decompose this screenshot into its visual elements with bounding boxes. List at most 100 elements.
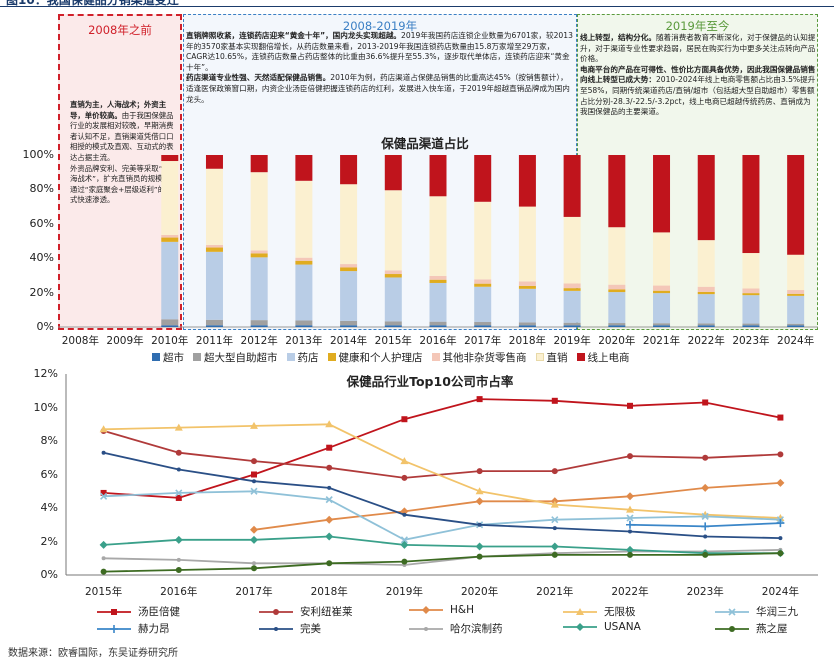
bar-y-tick-label: 20% [29, 285, 54, 299]
bar-segment [340, 271, 358, 321]
bar-segment [340, 155, 358, 185]
data-point [100, 492, 108, 500]
data-point [402, 512, 407, 517]
data-point [111, 609, 117, 615]
bar-segment [161, 234, 179, 238]
bar-segment [161, 161, 179, 235]
series-line [253, 482, 781, 531]
line-x-tick-label: 2024年 [761, 586, 799, 598]
data-point [777, 550, 784, 557]
header-rule [0, 6, 834, 7]
legend-label: 药店 [297, 352, 319, 364]
data-point [476, 468, 483, 475]
bar-segment [250, 325, 268, 327]
bar-segment [295, 325, 313, 327]
legend-label: 赫力昂 [138, 623, 170, 635]
bar-segment [250, 320, 268, 326]
legend-swatch [327, 353, 336, 361]
data-point [250, 421, 258, 429]
line-x-tick-label: 2015年 [84, 586, 123, 598]
bar-segment [787, 254, 805, 291]
bar-segment [384, 190, 402, 271]
data-point [576, 623, 584, 631]
legend-label: 超市 [163, 352, 184, 364]
bar-segment [474, 201, 492, 280]
data-point [326, 444, 333, 451]
data-point [401, 558, 408, 565]
bar-x-tick-label: 2011年 [195, 335, 234, 347]
source-note: 数据来源：欧睿国际，东吴证券研究所 [8, 648, 178, 659]
legend-item: 哈尔滨制药 [408, 621, 503, 636]
data-point [551, 397, 558, 404]
bar-segment [653, 325, 671, 327]
bar-segment [563, 283, 581, 289]
legend-label: 汤臣倍健 [138, 606, 180, 618]
bar-segment [250, 172, 268, 251]
bar-segment [518, 285, 536, 289]
bar-segment [250, 155, 268, 173]
legend-label: 华润三九 [756, 606, 798, 618]
bar-segment [742, 325, 760, 327]
bar-x-tick-label: 2014年 [329, 335, 368, 347]
data-point [776, 478, 785, 487]
data-point [400, 536, 408, 544]
bar-segment [384, 321, 402, 326]
bar-segment [653, 155, 671, 233]
bar-segment [474, 279, 492, 284]
bar-segment [474, 155, 492, 202]
data-point [101, 556, 106, 561]
data-point [325, 532, 334, 541]
bar-segment [429, 325, 447, 327]
line-y-tick-label: 0% [40, 568, 58, 581]
legend-item: 药店 [286, 350, 319, 365]
bar-segment [787, 155, 805, 255]
data-point [701, 512, 709, 520]
bar-segment [518, 288, 536, 323]
bar-segment [295, 257, 313, 261]
data-point [401, 474, 408, 481]
data-point [326, 464, 333, 471]
data-point [325, 515, 334, 524]
bar-segment [474, 283, 492, 287]
bar-segment [518, 155, 536, 207]
legend-swatch [535, 353, 544, 361]
bar-segment [429, 196, 447, 276]
bar-segment [697, 286, 715, 292]
bar-x-tick-label: 2019年 [553, 335, 591, 347]
data-point [175, 449, 182, 456]
legend-label: 哈尔滨制药 [450, 623, 503, 635]
series-line [103, 535, 781, 555]
legend-item: 无限极 [562, 604, 636, 619]
legend-line-swatch [259, 627, 293, 631]
data-point [251, 471, 257, 478]
bar-segment [742, 155, 760, 254]
bar-segment [608, 325, 626, 327]
bar-segment [563, 290, 581, 323]
bar-x-tick-label: 2013年 [285, 335, 323, 347]
data-point [326, 560, 333, 567]
line-series [101, 450, 783, 541]
data-point [702, 551, 709, 558]
data-point [252, 561, 256, 566]
legend-item: USANA [562, 621, 641, 633]
data-point [728, 608, 736, 616]
data-point [552, 526, 557, 531]
data-point [477, 522, 482, 527]
data-point [175, 566, 182, 573]
line-y-tick-label: 6% [40, 467, 58, 481]
bar-x-tick-label: 2020年 [598, 335, 636, 347]
data-point [424, 627, 428, 631]
bar-x-tick-label: 2018年 [508, 335, 547, 347]
bar-segment [340, 320, 358, 326]
bar-x-tick-label: 2021年 [642, 335, 681, 347]
legend-item: 汤臣倍健 [96, 604, 180, 619]
bar-segment [518, 325, 536, 327]
data-point [627, 402, 633, 409]
line-series [100, 396, 784, 501]
line-series [626, 519, 785, 531]
data-point [778, 536, 783, 541]
figure-title: 图10：我国保健品分销渠道变迁 [6, 0, 179, 7]
bar-segment [250, 257, 268, 321]
data-point [476, 553, 483, 560]
